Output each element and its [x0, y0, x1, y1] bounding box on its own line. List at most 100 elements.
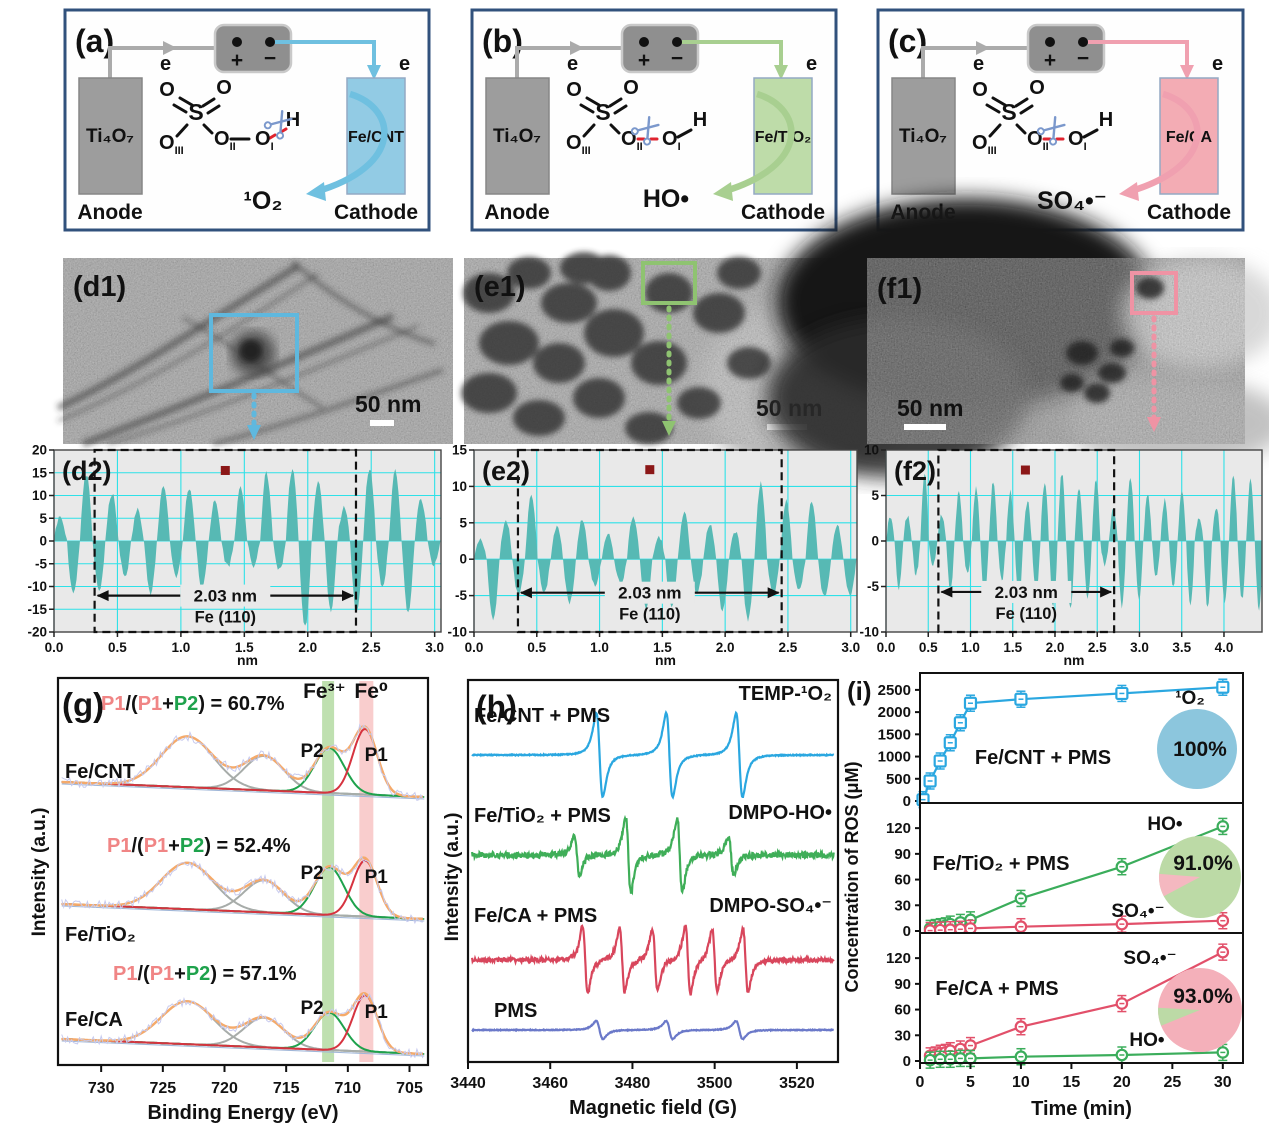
y-tick-label: -5	[455, 588, 467, 603]
minus-terminal: −	[1077, 47, 1089, 70]
ratio-annotation: P1/(P1+P2) = 60.7%	[101, 693, 285, 715]
x-tick-label: 1.0	[171, 640, 190, 655]
anode-electrode	[485, 77, 550, 195]
fe3-species-label: Fe³⁺	[303, 680, 346, 703]
y-tick-label: -5	[867, 579, 879, 594]
bond-s-o2	[1015, 123, 1027, 135]
x-tick-label: 0.0	[45, 640, 64, 655]
bond-s-o2	[609, 123, 621, 135]
panel-label: (g)	[62, 686, 104, 723]
reaction-arrow	[1127, 90, 1201, 196]
atom-symbol: O	[255, 128, 271, 150]
y-tick-label: 60	[894, 872, 911, 889]
p1-peak-label: P1	[365, 867, 389, 888]
ratio-token: /(	[125, 693, 138, 715]
fe0-species-label: Fe⁰	[354, 680, 388, 703]
atom-subscript: I	[1084, 141, 1087, 153]
intensity-profile-trace	[54, 468, 441, 626]
terminal-dot	[672, 37, 682, 47]
oxygen-atom: O	[566, 79, 582, 101]
plot-border	[919, 932, 1244, 1064]
x-tick-label: 3.0	[1130, 640, 1149, 655]
ros-product: ¹O₂	[244, 187, 283, 215]
scalebar	[370, 420, 394, 426]
atom-subscript: II	[230, 141, 236, 153]
x-tick-label: 3440	[450, 1075, 486, 1092]
electron-label: e	[160, 53, 171, 75]
x-tick-label: 715	[273, 1080, 300, 1097]
atom-subscript: II	[637, 141, 643, 153]
wire-arrowhead-icon	[1180, 65, 1194, 80]
x-axis-title: nm	[655, 652, 676, 668]
atom-symbol: O	[214, 128, 230, 150]
scalebar	[904, 424, 946, 430]
oxygen-atom: O	[972, 79, 988, 101]
ratio-token: P2	[186, 963, 210, 985]
fit-baseline-secondary	[61, 905, 425, 922]
oxygen-3-atom: OIII	[159, 132, 184, 157]
x-tick-label: 1.5	[1003, 640, 1022, 655]
y-tick-label: 0	[903, 1053, 911, 1070]
anode-material: Ti₄O₇	[493, 126, 541, 147]
atom-symbol: O	[972, 132, 988, 154]
anode-caption: Anode	[77, 201, 142, 224]
x-axis-title: Binding Energy (eV)	[147, 1102, 338, 1124]
panel-c-schematic: (c) + − e e Ti₄O₇ Fe/CA Anode Cathode S …	[876, 8, 1245, 232]
x-tick-label: 3480	[615, 1075, 651, 1092]
ratio-token: ) = 60.7%	[198, 693, 284, 715]
minus-terminal: −	[264, 47, 276, 70]
y-tick-label: 60	[894, 1002, 911, 1019]
panel-label: (h)	[476, 689, 517, 725]
pie-wedge	[1158, 1007, 1200, 1026]
y-tick-label: 120	[886, 950, 911, 967]
roi-box	[1130, 271, 1178, 315]
oxygen-3-atom: OIII	[566, 132, 591, 157]
y-tick-label: -10	[859, 625, 879, 640]
epr-adduct-label: DMPO-SO₄•⁻	[709, 895, 832, 917]
cathode-caption: Cathode	[1147, 201, 1231, 224]
panel-label: (c)	[888, 23, 927, 59]
cathode-wire	[682, 40, 783, 68]
raw-spectrum	[61, 855, 423, 925]
cathode-material: Fe/TiO₂	[755, 129, 812, 146]
panel-label: (i)	[847, 676, 872, 706]
double-bond	[172, 103, 188, 114]
anode-wire	[921, 46, 1028, 80]
sample-label: Fe/CA	[65, 1009, 123, 1031]
y-tick-label: 10	[32, 488, 47, 503]
oxygen-atom: O	[216, 77, 232, 99]
lattice-plane-annotation: Fe (110)	[195, 609, 256, 627]
y-tick-label: 0	[903, 923, 911, 940]
panel-label: (e2)	[482, 456, 530, 486]
double-bond	[579, 103, 595, 114]
ratio-token: P1	[107, 835, 131, 857]
scalebar-label: 50 nm	[897, 395, 963, 421]
roi-arrowhead-icon	[247, 425, 261, 440]
oxygen-atom: O	[159, 79, 175, 101]
y-tick-label: 0	[39, 534, 47, 549]
atom-subscript: III	[582, 145, 591, 157]
oxygen-atom: O	[1029, 77, 1045, 99]
series-label: SO₄•⁻	[1123, 948, 1176, 969]
electron-label: e	[973, 53, 984, 75]
panel-label: (f2)	[894, 456, 936, 486]
sample-label: Fe/CNT	[65, 761, 135, 783]
panel-label: (d2)	[62, 456, 112, 486]
cathode-caption: Cathode	[334, 201, 418, 224]
atom-subscript: I	[678, 141, 681, 153]
y-tick-label: -10	[27, 579, 47, 594]
scissors-icon	[263, 110, 293, 140]
fe3-highlight-band	[322, 681, 335, 1062]
double-bond	[206, 104, 221, 115]
oxygen-1-atom: OI	[1068, 128, 1087, 153]
terminal-dot	[1078, 37, 1088, 47]
arrowhead-icon	[940, 586, 953, 598]
series-label: HO•	[1147, 814, 1183, 835]
x-tick-label: 2.5	[779, 640, 798, 655]
reaction-arrow	[721, 90, 795, 196]
terminal-dot	[265, 37, 275, 47]
pie-percentage-label: 100%	[1173, 738, 1227, 761]
plot-border	[56, 676, 430, 1067]
hydrogen-atom: H	[286, 109, 300, 131]
